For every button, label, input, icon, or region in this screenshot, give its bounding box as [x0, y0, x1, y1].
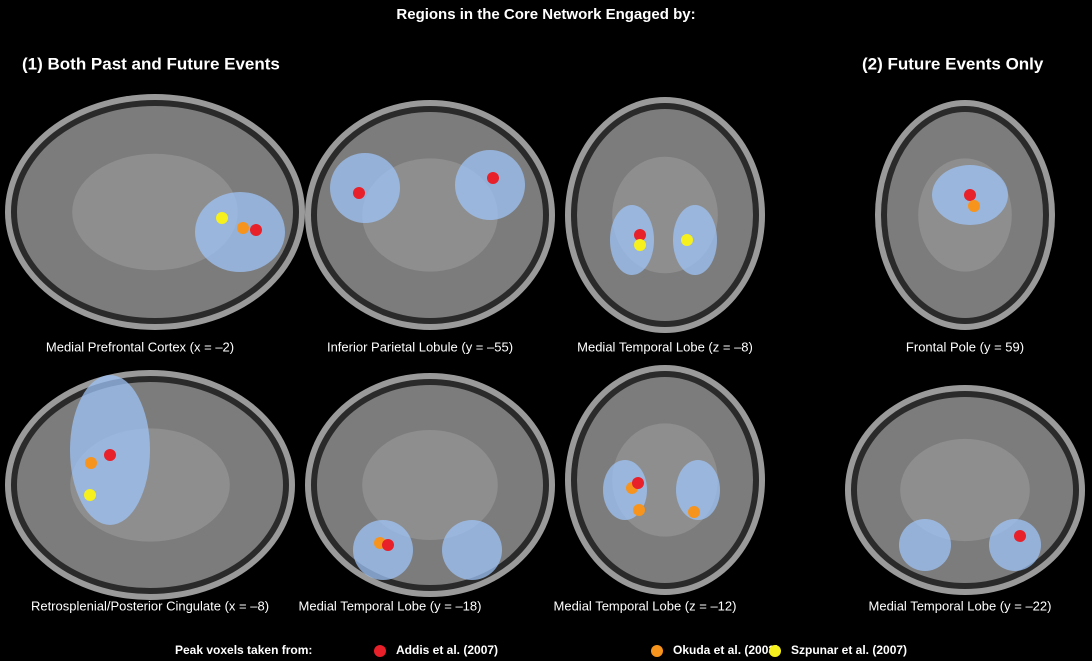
legend-entry: Szpunar et al. (2007) [791, 643, 907, 657]
figure: Regions in the Core Network Engaged by: … [0, 0, 1092, 661]
section-heading: (1) Both Past and Future Events [22, 54, 280, 73]
panel-caption: Medial Prefrontal Cortex (x = –2) [46, 339, 234, 354]
activation-region [353, 520, 413, 580]
peak-voxel [681, 234, 693, 246]
panel-caption: Inferior Parietal Lobule (y = –55) [327, 339, 513, 354]
peak-voxel [487, 172, 499, 184]
panel-caption: Medial Temporal Lobe (y = –22) [869, 598, 1052, 613]
peak-voxel [85, 457, 97, 469]
peak-voxel [104, 449, 116, 461]
peak-voxel [633, 504, 645, 516]
peak-voxel [1014, 530, 1026, 542]
peak-voxel [968, 200, 980, 212]
peak-voxel [353, 187, 365, 199]
legend-entry: Addis et al. (2007) [396, 643, 498, 657]
figure-title: Regions in the Core Network Engaged by: [396, 6, 695, 23]
peak-voxel [382, 539, 394, 551]
panel-caption: Medial Temporal Lobe (y = –18) [299, 598, 482, 613]
activation-region [610, 205, 654, 275]
legend-label: Peak voxels taken from: [175, 643, 312, 657]
peak-voxel [216, 212, 228, 224]
panel-caption: Frontal Pole (y = 59) [906, 339, 1024, 354]
activation-region [442, 520, 502, 580]
activation-region [455, 150, 525, 220]
panel-caption: Retrosplenial/Posterior Cingulate (x = –… [31, 598, 269, 613]
activation-region [899, 519, 951, 571]
legend-swatch [651, 645, 663, 657]
section-heading: (2) Future Events Only [862, 54, 1044, 73]
activation-region [989, 519, 1041, 571]
peak-voxel [237, 222, 249, 234]
activation-region [330, 153, 400, 223]
peak-voxel [964, 189, 976, 201]
peak-voxel [250, 224, 262, 236]
legend-swatch [769, 645, 781, 657]
page: Regions in the Core Network Engaged by: … [0, 0, 1092, 661]
legend-swatch [374, 645, 386, 657]
peak-voxel [632, 477, 644, 489]
peak-voxel [84, 489, 96, 501]
peak-voxel [634, 239, 646, 251]
panel-caption: Medial Temporal Lobe (z = –8) [577, 339, 753, 354]
panel-caption: Medial Temporal Lobe (z = –12) [554, 598, 737, 613]
activation-region [673, 205, 717, 275]
legend-entry: Okuda et al. (2003) [673, 643, 779, 657]
peak-voxel [688, 506, 700, 518]
